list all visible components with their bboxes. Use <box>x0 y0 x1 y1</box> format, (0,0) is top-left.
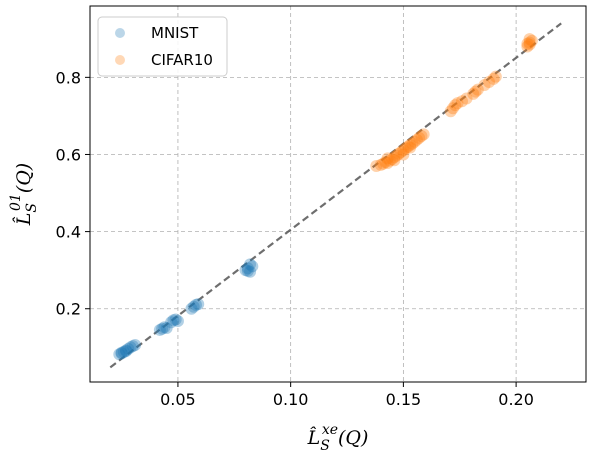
point-mnist <box>115 346 128 359</box>
point-cifar10 <box>381 156 394 169</box>
point-cifar10 <box>401 140 414 153</box>
point-cifar10 <box>523 38 536 51</box>
point-cifar10 <box>390 149 403 162</box>
legend-marker-mnist <box>115 28 125 38</box>
legend-label-mnist: MNIST <box>151 24 199 42</box>
x-tick-label: 0.15 <box>386 390 422 409</box>
point-cifar10 <box>471 83 484 96</box>
point-cifar10 <box>417 128 430 141</box>
point-mnist <box>158 321 171 334</box>
point-mnist <box>124 341 137 354</box>
point-mnist <box>244 258 257 271</box>
point-cifar10 <box>413 131 426 144</box>
point-cifar10 <box>374 158 387 171</box>
point-mnist <box>129 338 142 351</box>
ticks-layer: 0.05 0.10 0.15 0.20 0.2 0.4 0.6 0.8 <box>56 68 534 409</box>
point-mnist <box>167 314 180 327</box>
point-cifar10 <box>381 152 394 165</box>
point-mnist <box>246 260 259 273</box>
point-cifar10 <box>397 148 410 161</box>
y-tick-label: 0.8 <box>56 68 81 87</box>
point-cifar10 <box>521 40 534 53</box>
point-cifar10 <box>456 95 468 108</box>
point-mnist <box>241 262 254 275</box>
point-mnist <box>187 300 200 313</box>
plot-frame <box>89 5 587 383</box>
y-tick-label: 0.6 <box>56 145 81 164</box>
point-mnist <box>120 344 133 357</box>
reference-dashed-line <box>109 22 562 369</box>
point-mnist <box>153 323 166 336</box>
point-cifar10 <box>397 144 410 157</box>
point-mnist <box>169 313 182 326</box>
points-layer <box>113 33 538 361</box>
point-mnist <box>160 322 173 335</box>
point-cifar10 <box>415 129 428 142</box>
point-mnist <box>171 315 184 328</box>
point-cifar10 <box>521 37 534 50</box>
point-cifar10 <box>386 153 399 166</box>
point-cifar10 <box>410 133 423 146</box>
point-cifar10 <box>399 142 412 155</box>
point-cifar10 <box>467 87 480 100</box>
y-tick-label: 0.2 <box>56 300 81 319</box>
point-mnist <box>113 348 126 361</box>
point-mnist <box>192 298 205 311</box>
legend: MNIST CIFAR10 <box>97 16 228 77</box>
grid-layer <box>90 6 586 382</box>
point-mnist <box>115 347 128 360</box>
point-cifar10 <box>404 141 417 154</box>
x-tick-label: 0.10 <box>273 390 309 409</box>
point-mnist <box>117 345 130 358</box>
point-cifar10 <box>444 105 457 118</box>
point-cifar10 <box>388 151 401 164</box>
point-cifar10 <box>404 138 417 151</box>
legend-label-cifar10: CIFAR10 <box>151 51 213 69</box>
x-tick-label: 0.05 <box>160 390 196 409</box>
point-mnist <box>185 302 198 315</box>
y-axis-label: L̂S01(Q) <box>8 163 40 226</box>
point-mnist <box>120 345 133 358</box>
point-cifar10 <box>377 157 390 170</box>
y-tick-label: 0.4 <box>56 223 81 242</box>
point-mnist <box>122 342 135 355</box>
point-cifar10 <box>379 156 392 169</box>
point-cifar10 <box>523 33 536 46</box>
legend-marker-cifar10 <box>115 55 125 65</box>
x-axis-label: L̂Sxe(Q) <box>307 422 369 454</box>
point-mnist <box>126 340 139 353</box>
point-cifar10 <box>489 70 502 83</box>
point-mnist <box>165 316 178 329</box>
point-cifar10 <box>395 146 408 159</box>
point-cifar10 <box>523 36 536 49</box>
x-tick-label: 0.20 <box>498 390 534 409</box>
point-mnist <box>189 298 202 311</box>
point-cifar10 <box>469 85 482 98</box>
point-mnist <box>241 264 254 277</box>
point-mnist <box>239 264 252 277</box>
point-cifar10 <box>392 147 405 160</box>
point-cifar10 <box>383 154 396 167</box>
point-cifar10 <box>446 102 459 115</box>
point-cifar10 <box>406 137 419 150</box>
legend-box <box>97 16 228 77</box>
point-cifar10 <box>460 92 473 105</box>
point-cifar10 <box>487 72 500 85</box>
point-mnist <box>156 322 169 335</box>
point-cifar10 <box>478 79 491 92</box>
point-cifar10 <box>370 160 383 173</box>
point-cifar10 <box>483 75 496 88</box>
point-cifar10 <box>388 154 401 167</box>
point-cifar10 <box>449 99 462 112</box>
point-cifar10 <box>451 97 464 110</box>
point-mnist <box>244 265 257 278</box>
point-cifar10 <box>408 135 421 148</box>
point-cifar10 <box>525 34 538 47</box>
